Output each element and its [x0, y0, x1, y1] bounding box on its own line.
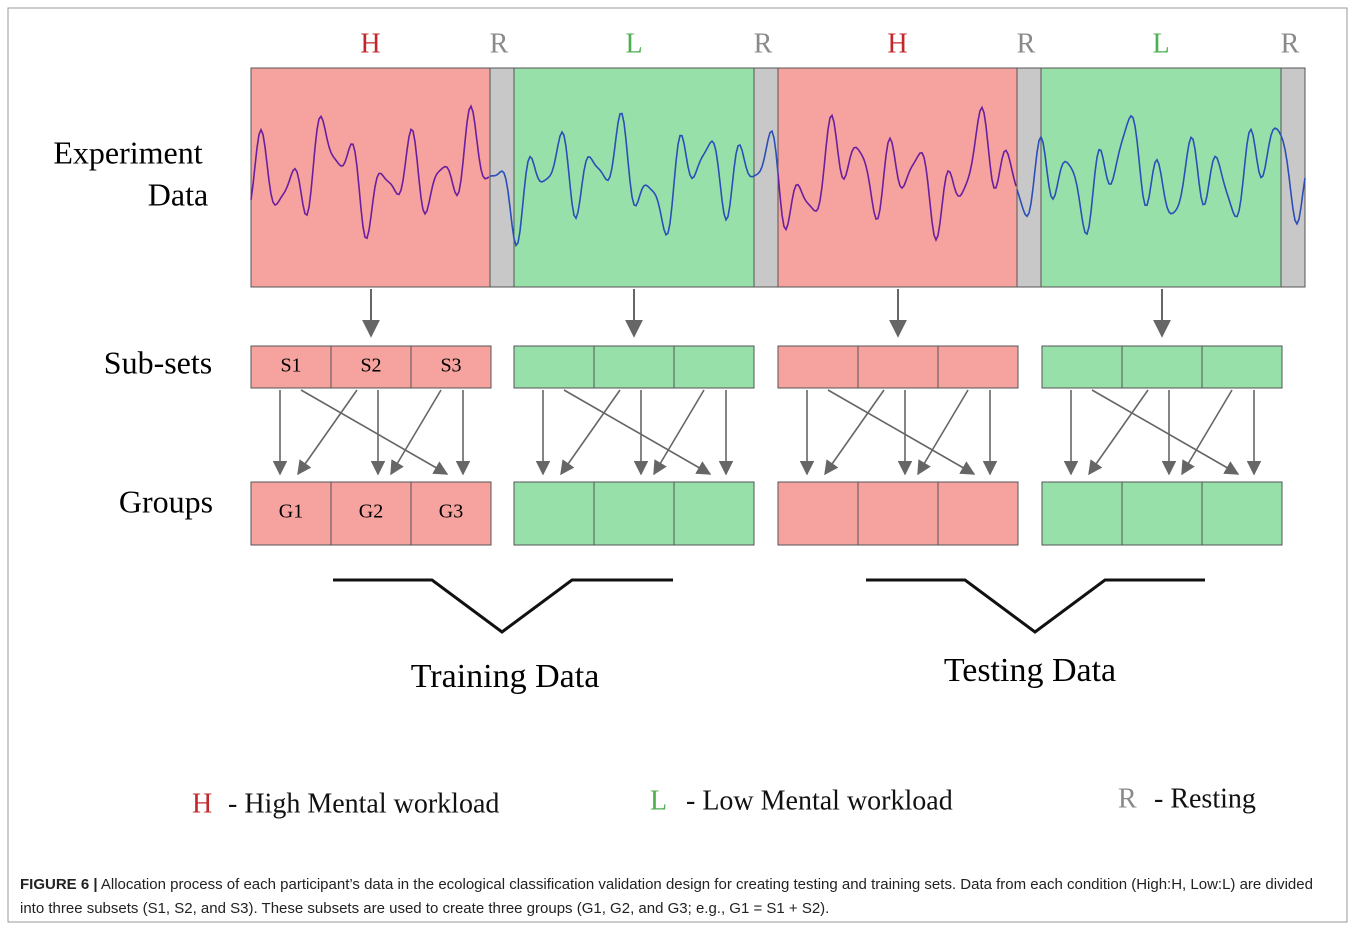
group-cell [937, 481, 1019, 546]
group-label: G2 [359, 501, 383, 523]
segment-label: R [754, 28, 773, 59]
arrow [1091, 389, 1240, 475]
waveform [250, 104, 490, 240]
arrow [563, 389, 712, 475]
caption-label: FIGURE 6 | [20, 876, 98, 893]
group-cell [857, 481, 939, 546]
arrow [917, 389, 969, 476]
legend-key: H [192, 788, 212, 819]
waveform [1016, 136, 1042, 218]
arrow [653, 389, 705, 476]
row-label: Groups [119, 483, 213, 519]
segment [1016, 67, 1042, 288]
subset-cell [513, 345, 595, 389]
legend-text: - Resting [1154, 783, 1256, 814]
group-cell [1041, 481, 1123, 546]
waveform [513, 112, 755, 248]
subset-label: S3 [440, 355, 461, 377]
subset-cell [593, 345, 675, 389]
waveform [1280, 135, 1306, 226]
bracket [866, 578, 1205, 634]
arrow [560, 389, 621, 476]
segment [753, 67, 779, 288]
segment-label: R [1281, 28, 1300, 59]
row-label: Sub-sets [104, 344, 212, 380]
waveform [753, 129, 779, 177]
segment [1280, 67, 1306, 288]
subset-cell [330, 345, 412, 389]
frame [7, 7, 1348, 923]
segment [777, 67, 1018, 288]
subset-cell [1041, 345, 1123, 389]
waveform [777, 105, 1017, 243]
legend-text: - Low Mental workload [686, 785, 953, 816]
waveform [489, 170, 515, 239]
arrow [297, 389, 358, 476]
subset-cell [673, 345, 755, 389]
bracket [333, 578, 673, 634]
row-label: Experiment [53, 134, 202, 170]
subset-cell [857, 345, 939, 389]
group-cell [513, 481, 595, 546]
subset-cell [250, 345, 332, 389]
group-cell [1121, 481, 1203, 546]
segment [513, 67, 755, 288]
legend-key: R [1118, 783, 1137, 814]
caption-text: Allocation process of each participant’s… [20, 876, 1313, 917]
group-cell [673, 481, 755, 546]
group-cell [250, 481, 332, 546]
row-label: Data [148, 176, 208, 212]
segment [489, 67, 515, 288]
segment-label: L [1152, 28, 1169, 59]
waveform [1040, 114, 1282, 236]
segment-label: H [887, 28, 907, 59]
segment-label: R [490, 28, 509, 59]
segment-label: R [1017, 28, 1036, 59]
group-cell [1201, 481, 1283, 546]
subset-label: S1 [280, 355, 301, 377]
group-cell [410, 481, 492, 546]
arrow [827, 389, 976, 475]
segment-label: L [625, 28, 642, 59]
arrow [390, 389, 442, 476]
group-cell [330, 481, 412, 546]
group-label: G3 [439, 501, 463, 523]
group-cell [593, 481, 675, 546]
segment-label: H [360, 28, 380, 59]
subset-cell [937, 345, 1019, 389]
group-label: G1 [279, 501, 303, 523]
bracket-label: Testing Data [944, 652, 1116, 689]
caption: FIGURE 6 | Allocation process of each pa… [20, 873, 1335, 921]
arrow [824, 389, 885, 476]
legend-key: L [650, 785, 667, 816]
segment [250, 67, 491, 288]
subset-cell [1201, 345, 1283, 389]
arrow [300, 389, 449, 475]
legend-text: - High Mental workload [228, 788, 499, 819]
subset-cell [410, 345, 492, 389]
subset-label: S2 [360, 355, 381, 377]
group-cell [777, 481, 859, 546]
bracket-label: Training Data [411, 658, 600, 695]
arrow [1088, 389, 1149, 476]
arrow [1181, 389, 1233, 476]
subset-cell [1121, 345, 1203, 389]
subset-cell [777, 345, 859, 389]
